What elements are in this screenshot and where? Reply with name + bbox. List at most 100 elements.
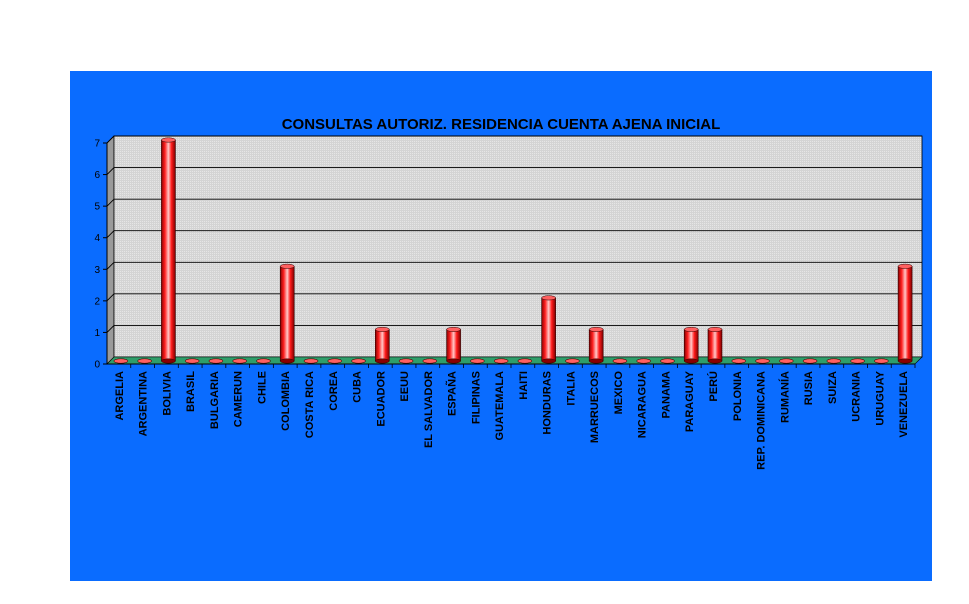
bar-chart: CONSULTAS AUTORIZ. RESIDENCIA CUENTA AJE…: [94, 116, 923, 470]
bar-base: [446, 358, 461, 364]
x-category-label: PARAGUAY: [684, 370, 696, 432]
x-category-label: VENEZUELA: [898, 371, 910, 438]
bar-base: [683, 358, 699, 364]
bar: [446, 329, 461, 362]
gridline: [106, 261, 922, 270]
bar-top: [802, 358, 818, 364]
bar-top: [470, 358, 485, 364]
x-category-label: HAITI: [518, 371, 530, 400]
bar-top: [446, 326, 461, 332]
bar: [279, 265, 295, 362]
x-category-label: PERÚ: [707, 371, 720, 402]
chart-title: CONSULTAS AUTORIZ. RESIDENCIA CUENTA AJE…: [282, 116, 721, 133]
y-tick-label: 1: [94, 328, 100, 339]
x-category-label: ITALIA: [565, 371, 577, 406]
x-category-label: EL SALVADOR: [423, 371, 435, 448]
chart-panel: CONSULTAS AUTORIZ. RESIDENCIA CUENTA AJE…: [70, 71, 932, 581]
bar-top: [232, 358, 247, 364]
x-category-label: ARGENTINA: [138, 371, 150, 436]
x-category-label: ARGELIA: [114, 371, 126, 421]
gridline: [106, 167, 922, 175]
bar-top: [351, 358, 366, 364]
x-category-label: SUIZA: [827, 371, 839, 404]
bar-top: [588, 326, 604, 332]
bar-top: [850, 358, 865, 364]
bar: [588, 329, 604, 362]
chart-floor: [106, 356, 923, 365]
bar: [161, 139, 176, 362]
x-category-label: ESPAÑA: [446, 371, 459, 416]
x-category-label: RUMANÍA: [778, 371, 791, 423]
bar-top: [755, 358, 770, 364]
bar-top: [303, 358, 319, 364]
x-category-label: URUGUAY: [874, 370, 886, 425]
gridline: [106, 293, 922, 302]
x-category-label: NICARAGUA: [637, 371, 649, 438]
bar-base: [375, 358, 390, 364]
x-category-label: CAMERUN: [233, 371, 245, 427]
bar-top: [184, 358, 200, 364]
side-wall: [106, 135, 115, 365]
y-tick-label: 3: [94, 265, 100, 276]
bar-base: [161, 358, 176, 364]
x-category-label: ECUADOR: [375, 371, 387, 427]
x-category-label: COREA: [328, 371, 340, 411]
bar-base: [707, 358, 723, 364]
bar-top: [493, 358, 509, 364]
bar: [897, 265, 913, 362]
bar-base: [897, 358, 913, 364]
x-category-label: MEXICO: [613, 371, 625, 415]
x-category-label: BOLIVIA: [161, 371, 173, 416]
bar-top: [161, 137, 176, 143]
bar-top: [826, 358, 842, 364]
bar: [541, 297, 556, 362]
bar-top: [565, 358, 580, 364]
bar-top: [660, 358, 675, 364]
x-category-label: CHILE: [256, 371, 268, 404]
y-tick-label: 2: [94, 296, 100, 307]
bar-top: [113, 358, 129, 364]
x-category-label: POLONIA: [732, 371, 744, 421]
y-tick-label: 4: [94, 233, 100, 244]
x-category-label: CUBA: [352, 371, 364, 403]
x-category-label: REP. DOMINICANA: [756, 371, 768, 470]
bar-top: [208, 358, 224, 364]
x-category-label: COSTA RICA: [304, 371, 316, 438]
bar-top: [256, 358, 271, 364]
bar-top: [398, 358, 414, 364]
bar-base: [541, 358, 556, 364]
bar-top: [636, 358, 651, 364]
gridline: [106, 324, 922, 333]
bar: [374, 329, 390, 362]
bar-top: [517, 358, 533, 364]
bar-top: [137, 358, 152, 364]
bar-top: [279, 263, 295, 269]
x-category-label: RUSIA: [803, 371, 815, 405]
x-category-label: MARRUECOS: [589, 371, 601, 443]
gridline: [106, 135, 922, 144]
plot-area: [113, 135, 923, 358]
bar-top: [683, 326, 699, 332]
bar-top: [327, 358, 343, 364]
x-category-label: FILIPINAS: [470, 371, 482, 424]
y-tick-label: 7: [94, 139, 100, 150]
bar: [683, 329, 699, 362]
x-category-label: COLOMBIA: [280, 371, 292, 431]
x-category-label: HONDURAS: [542, 371, 554, 435]
bar-top: [541, 295, 556, 301]
bar-top: [731, 358, 747, 364]
x-category-label: UCRANIA: [851, 371, 863, 422]
bar-top: [779, 358, 794, 364]
bar-top: [707, 326, 723, 332]
x-category-label: BRASIL: [185, 371, 197, 412]
x-category-label: EEUU: [399, 371, 411, 402]
x-category-label: GUATEMALA: [494, 371, 506, 441]
bar-base: [588, 358, 604, 364]
bar-top: [375, 326, 390, 332]
x-category-label: BULGARIA: [209, 371, 221, 429]
bar-top: [897, 263, 913, 269]
gridline: [106, 198, 922, 207]
x-category-label: PANAMA: [660, 371, 672, 419]
bar: [707, 329, 723, 362]
bar-base: [279, 358, 295, 364]
